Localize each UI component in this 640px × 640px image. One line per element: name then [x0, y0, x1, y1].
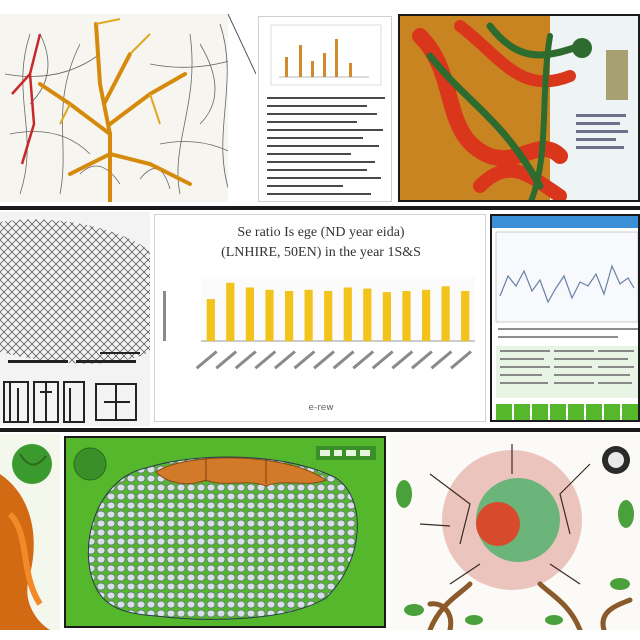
x-tick-label	[411, 350, 433, 370]
chart-footer: e-rew	[308, 403, 334, 413]
chart-plot	[163, 277, 475, 370]
x-tick-label	[195, 350, 218, 370]
bar	[422, 289, 431, 341]
document-page	[258, 16, 392, 202]
cell-branches-illustration	[390, 434, 640, 630]
bar	[226, 282, 235, 341]
dashboard-screenshot	[490, 214, 640, 422]
bar	[441, 286, 450, 341]
bar	[245, 287, 254, 341]
bar	[382, 292, 391, 341]
pipes-illustration	[398, 14, 640, 202]
bar	[402, 291, 411, 341]
x-tick-label	[293, 350, 316, 370]
vascular-tree-illustration	[0, 14, 256, 202]
plot-area	[201, 277, 475, 341]
bar	[461, 291, 470, 341]
chart-title-line1: Se ratio Is ege (ND year eida)	[237, 225, 405, 240]
x-tick-label	[450, 350, 472, 370]
bar	[324, 291, 333, 341]
organ-illustration-left	[0, 434, 60, 630]
x-tick-label	[332, 350, 355, 370]
x-tick-label	[371, 350, 394, 370]
x-tick-label	[352, 350, 375, 370]
x-tick-label	[215, 350, 238, 370]
divider	[0, 428, 640, 432]
x-tick-label	[313, 350, 335, 370]
bar	[206, 299, 215, 341]
x-tick-label	[430, 350, 453, 370]
mesh-sketch	[0, 212, 150, 426]
center-bar-chart: Se ratio Is ege (ND year eida) (LNHIRE, …	[154, 214, 486, 422]
x-tick-label	[391, 350, 414, 370]
y-axis-label	[163, 291, 166, 341]
cell-tissue-illustration	[64, 436, 386, 628]
x-tick-label	[274, 350, 296, 370]
x-tick-label	[234, 350, 257, 370]
chart-title-line2: (LNHIRE, 50EN) in the year 1S&S	[221, 245, 421, 260]
bar	[265, 289, 274, 341]
divider	[0, 206, 640, 210]
x-tick-label	[254, 350, 277, 370]
bar	[363, 288, 372, 341]
bar	[285, 291, 294, 341]
bar	[304, 289, 313, 341]
bar	[343, 287, 352, 341]
